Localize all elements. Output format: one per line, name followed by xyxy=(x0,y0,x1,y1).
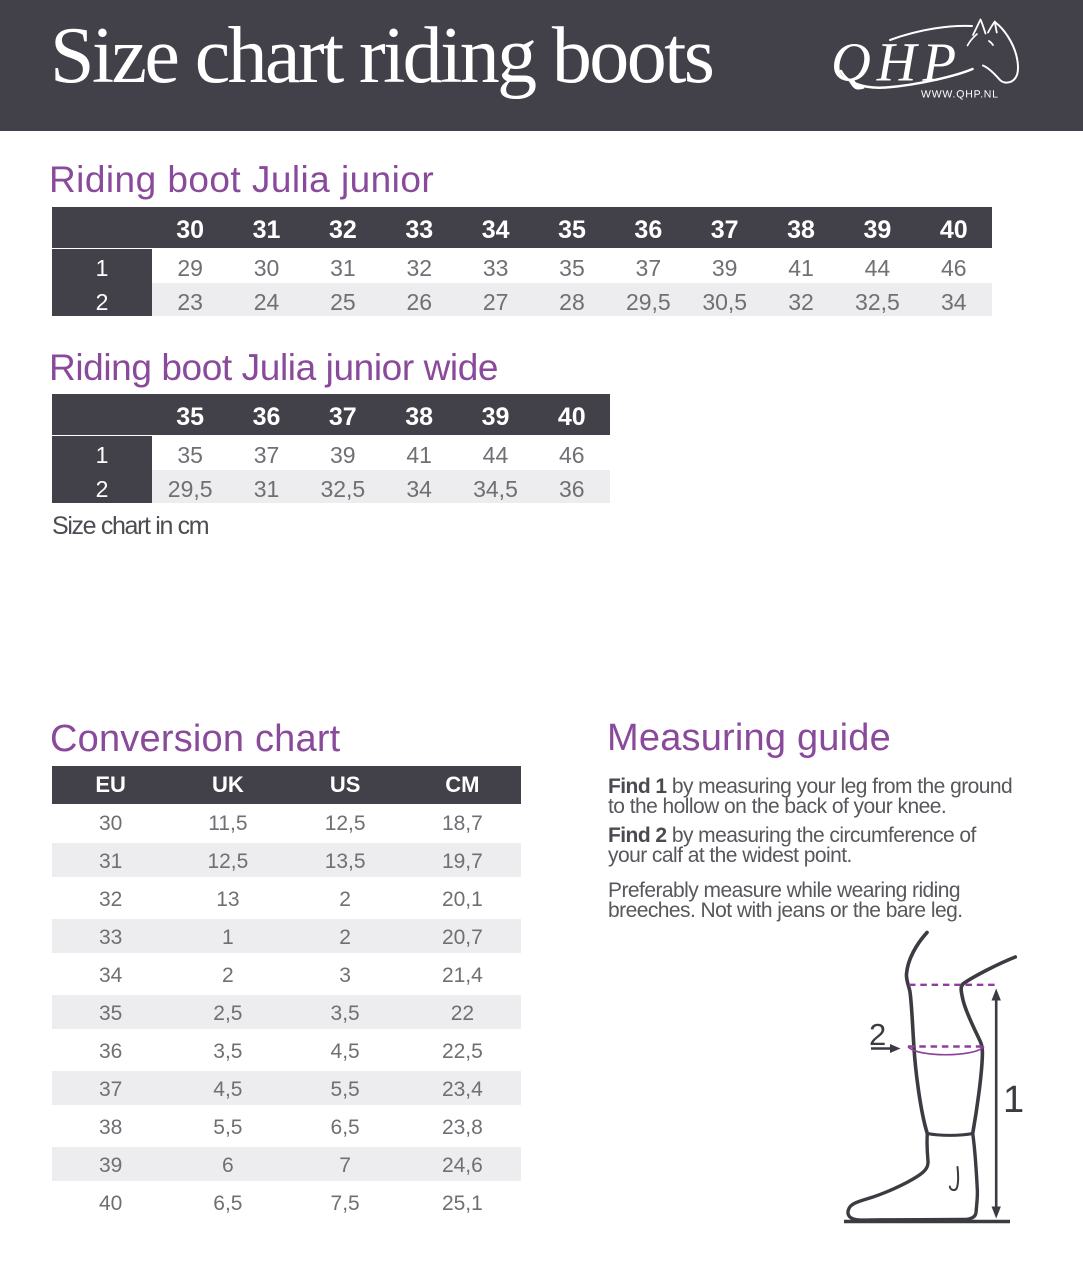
svg-text:WWW.QHP.NL: WWW.QHP.NL xyxy=(921,89,999,101)
svg-text:QHP: QHP xyxy=(831,32,962,93)
svg-text:1: 1 xyxy=(1003,1079,1024,1121)
svg-text:2: 2 xyxy=(869,1017,886,1052)
